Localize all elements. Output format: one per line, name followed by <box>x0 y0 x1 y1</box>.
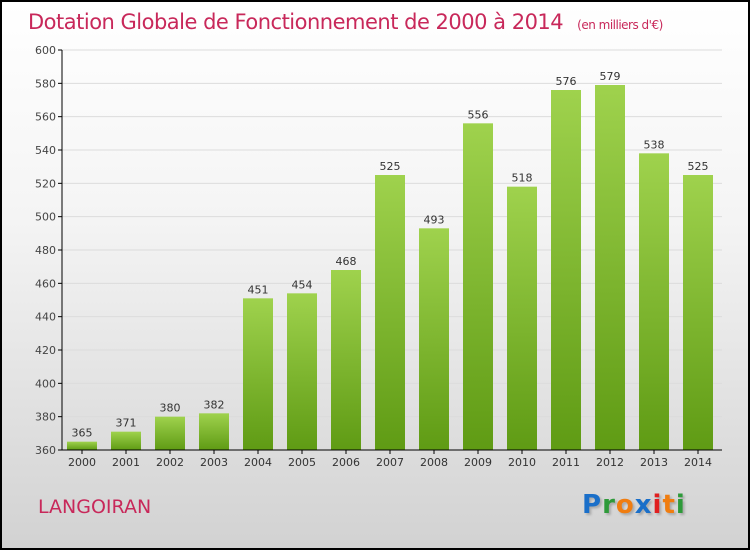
y-tick-label: 360 <box>35 444 56 457</box>
y-tick-label: 540 <box>35 144 56 157</box>
data-label: 579 <box>600 70 621 83</box>
x-tick-label: 2008 <box>420 456 448 469</box>
logo-letter: i <box>675 490 686 520</box>
data-label: 451 <box>248 283 269 296</box>
x-tick-label: 2004 <box>244 456 272 469</box>
y-tick-label: 500 <box>35 211 56 224</box>
bar <box>551 90 581 450</box>
data-label: 576 <box>556 75 577 88</box>
bar <box>683 175 713 450</box>
bar <box>111 431 141 450</box>
y-tick-label: 560 <box>35 111 56 124</box>
bar <box>287 293 317 450</box>
data-label: 518 <box>512 172 533 185</box>
y-tick-label: 400 <box>35 377 56 390</box>
data-label: 382 <box>204 398 225 411</box>
x-tick-label: 2010 <box>508 456 536 469</box>
title-text: Dotation Globale de Fonctionnement de 20… <box>28 10 564 34</box>
x-tick-label: 2012 <box>596 456 624 469</box>
logo-letter: x <box>634 490 653 520</box>
bar <box>595 85 625 450</box>
logo-letter: r <box>602 490 616 520</box>
bar <box>331 270 361 450</box>
bar <box>463 123 493 450</box>
y-tick-label: 580 <box>35 77 56 90</box>
y-tick-label: 480 <box>35 244 56 257</box>
data-label: 454 <box>292 278 313 291</box>
x-tick-label: 2000 <box>68 456 96 469</box>
x-tick-label: 2006 <box>332 456 360 469</box>
data-label: 380 <box>160 402 181 415</box>
location-label: LANGOIRAN <box>38 496 152 518</box>
bar <box>419 228 449 450</box>
data-label: 556 <box>468 108 489 121</box>
x-tick-label: 2007 <box>376 456 404 469</box>
y-tick-label: 460 <box>35 277 56 290</box>
data-label: 493 <box>424 213 445 226</box>
logo-letter: P <box>582 490 603 520</box>
data-label: 371 <box>116 417 137 430</box>
y-tick-label: 600 <box>35 44 56 57</box>
bar <box>155 416 185 450</box>
x-tick-label: 2001 <box>112 456 140 469</box>
logo-letter: i <box>652 490 663 520</box>
data-label: 365 <box>72 427 93 440</box>
y-tick-label: 520 <box>35 177 56 190</box>
y-tick-label: 420 <box>35 344 56 357</box>
y-tick-label: 440 <box>35 311 56 324</box>
bar <box>243 298 273 450</box>
proxiti-logo[interactable]: Proxiti <box>582 490 686 520</box>
x-tick-label: 2002 <box>156 456 184 469</box>
logo-letter: t <box>662 490 676 520</box>
x-tick-label: 2013 <box>640 456 668 469</box>
x-tick-label: 2014 <box>684 456 712 469</box>
data-label: 538 <box>644 138 665 151</box>
bar <box>67 441 97 450</box>
y-tick-label: 380 <box>35 411 56 424</box>
data-label: 525 <box>380 160 401 173</box>
bar <box>375 175 405 450</box>
x-tick-label: 2009 <box>464 456 492 469</box>
bar <box>507 186 537 450</box>
x-tick-label: 2003 <box>200 456 228 469</box>
bar <box>639 153 669 451</box>
x-tick-label: 2011 <box>552 456 580 469</box>
logo-letter: o <box>615 490 635 520</box>
bar <box>199 413 229 450</box>
data-label: 525 <box>688 160 709 173</box>
x-tick-label: 2005 <box>288 456 316 469</box>
title-unit: (en milliers d'€) <box>577 18 663 32</box>
chart-title: Dotation Globale de Fonctionnement de 20… <box>28 10 663 34</box>
data-label: 468 <box>336 255 357 268</box>
